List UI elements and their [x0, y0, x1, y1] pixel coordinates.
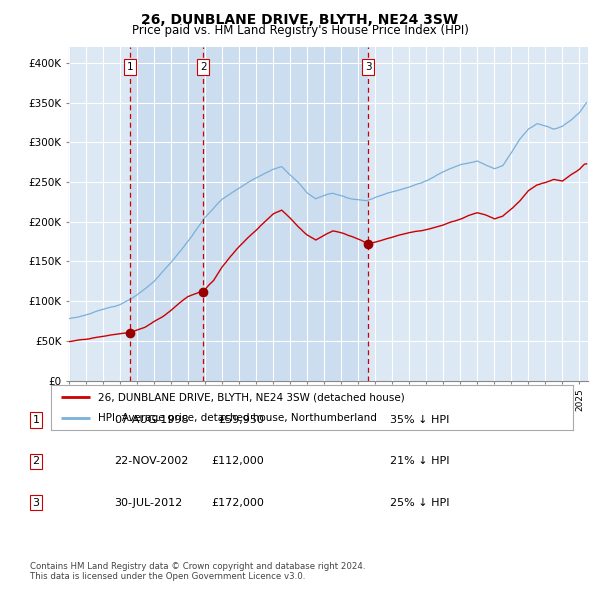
Text: Contains HM Land Registry data © Crown copyright and database right 2024.: Contains HM Land Registry data © Crown c… [30, 562, 365, 571]
Text: 07-AUG-1998: 07-AUG-1998 [114, 415, 188, 425]
Text: 2: 2 [200, 62, 206, 72]
Text: 3: 3 [365, 62, 371, 72]
Text: 25% ↓ HPI: 25% ↓ HPI [390, 498, 449, 507]
Text: 3: 3 [32, 498, 40, 507]
Bar [130, 47, 203, 381]
Text: 1: 1 [32, 415, 40, 425]
Text: 22-NOV-2002: 22-NOV-2002 [114, 457, 188, 466]
Text: Price paid vs. HM Land Registry's House Price Index (HPI): Price paid vs. HM Land Registry's House … [131, 24, 469, 37]
Text: 30-JUL-2012: 30-JUL-2012 [114, 498, 182, 507]
Text: 1: 1 [127, 62, 133, 72]
Text: 21% ↓ HPI: 21% ↓ HPI [390, 457, 449, 466]
Text: This data is licensed under the Open Government Licence v3.0.: This data is licensed under the Open Gov… [30, 572, 305, 581]
Bar [203, 47, 368, 381]
Text: £59,950: £59,950 [218, 415, 264, 425]
Text: HPI: Average price, detached house, Northumberland: HPI: Average price, detached house, Nort… [98, 412, 377, 422]
Text: £172,000: £172,000 [211, 498, 264, 507]
Text: 26, DUNBLANE DRIVE, BLYTH, NE24 3SW (detached house): 26, DUNBLANE DRIVE, BLYTH, NE24 3SW (det… [98, 392, 405, 402]
Text: 26, DUNBLANE DRIVE, BLYTH, NE24 3SW: 26, DUNBLANE DRIVE, BLYTH, NE24 3SW [142, 13, 458, 27]
Text: 2: 2 [32, 457, 40, 466]
Text: £112,000: £112,000 [211, 457, 264, 466]
Text: 35% ↓ HPI: 35% ↓ HPI [390, 415, 449, 425]
